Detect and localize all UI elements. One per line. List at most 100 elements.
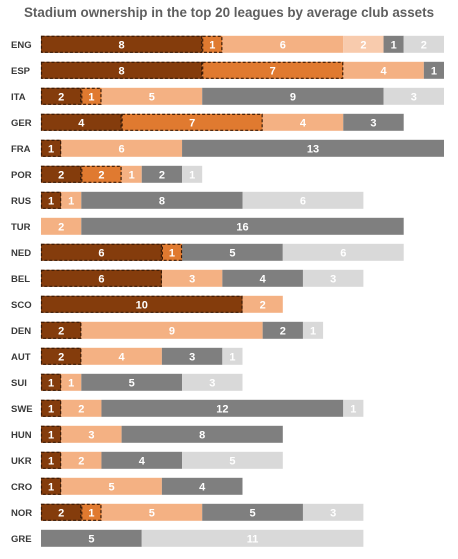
bar-segment — [81, 347, 162, 365]
bar-segment — [41, 425, 62, 443]
data-label: 5 — [229, 455, 235, 467]
bar-segment — [343, 399, 364, 417]
bar-segment — [61, 451, 102, 469]
bar-segment — [242, 191, 364, 209]
data-label: 9 — [290, 91, 296, 103]
category-label: SCO — [11, 300, 32, 311]
bar-segment — [302, 321, 324, 339]
data-label: 4 — [78, 117, 85, 129]
data-label: 1 — [391, 39, 397, 51]
data-label: 3 — [330, 273, 336, 285]
data-label: 3 — [88, 429, 94, 441]
dashed-outline — [202, 61, 344, 79]
data-label: 2 — [280, 325, 286, 337]
bar-segment — [41, 61, 203, 79]
bar-segment — [41, 113, 122, 131]
data-label: 2 — [78, 455, 84, 467]
bar-segment — [182, 243, 283, 261]
data-label: 1 — [88, 91, 94, 103]
data-label: 2 — [58, 507, 64, 519]
data-label: 1 — [189, 169, 195, 181]
bar-segment — [202, 35, 223, 53]
data-label: 1 — [431, 65, 437, 77]
category-label: BEL — [11, 274, 30, 285]
bar-segment — [81, 217, 404, 235]
category-label: NED — [11, 248, 31, 259]
bar-segment — [41, 243, 162, 261]
bar-segment — [81, 503, 102, 521]
bar-segment — [101, 87, 203, 105]
data-label: 3 — [189, 351, 195, 363]
category-label: HUN — [11, 430, 32, 441]
bar-segment — [141, 529, 364, 547]
bar-segment — [41, 217, 82, 235]
dashed-outline — [40, 269, 163, 287]
data-label: 8 — [159, 195, 165, 207]
data-label: 4 — [139, 455, 146, 467]
data-label: 1 — [48, 377, 54, 389]
bar-segment — [101, 399, 344, 417]
data-label: 1 — [88, 507, 94, 519]
category-label: FRA — [11, 144, 31, 155]
dashed-outline — [40, 347, 82, 365]
data-label: 1 — [48, 455, 54, 467]
bar-segment — [61, 425, 122, 443]
data-label: 1 — [350, 403, 356, 415]
data-label: 1 — [48, 429, 54, 441]
bar-segment — [61, 139, 183, 157]
data-label: 1 — [169, 247, 175, 259]
bar-segment — [182, 139, 445, 157]
data-label: 12 — [216, 403, 228, 415]
bar-segment — [61, 477, 162, 495]
data-label: 5 — [149, 507, 155, 519]
bar-segment — [202, 87, 384, 105]
data-label: 2 — [58, 91, 64, 103]
dashed-outline — [40, 113, 122, 131]
data-label: 1 — [310, 325, 316, 337]
bar-segment — [403, 35, 444, 53]
data-label: 11 — [247, 533, 259, 545]
chart-title: Stadium ownership in the top 20 leagues … — [23, 5, 435, 20]
dashed-outline — [40, 61, 203, 79]
dashed-outline — [81, 165, 122, 183]
data-label: 4 — [300, 117, 307, 129]
data-label: 7 — [189, 117, 195, 129]
bar-segment — [161, 243, 183, 261]
category-label: POR — [11, 170, 32, 181]
data-label: 4 — [380, 65, 387, 77]
data-label: 6 — [340, 247, 346, 259]
bar-segment — [41, 399, 62, 417]
bar-segment — [282, 243, 404, 261]
data-label: 7 — [270, 65, 276, 77]
bar-segment — [383, 35, 404, 53]
data-label: 9 — [169, 325, 175, 337]
bar-segment — [61, 191, 82, 209]
data-label: 3 — [189, 273, 195, 285]
bar-segment — [41, 35, 203, 53]
data-label: 5 — [108, 481, 114, 493]
category-label: NOR — [11, 508, 32, 519]
dashed-outline — [202, 35, 223, 53]
data-label: 2 — [98, 169, 104, 181]
bar-segment — [302, 503, 364, 521]
dashed-outline — [40, 295, 243, 313]
bar-segment — [202, 61, 344, 79]
category-label: ITA — [11, 92, 26, 103]
data-label: 2 — [58, 221, 64, 233]
bar-segment — [41, 269, 162, 287]
category-label: RUS — [11, 196, 31, 207]
data-label: 2 — [58, 169, 64, 181]
bar-segment — [41, 373, 62, 391]
bar-segment — [81, 165, 122, 183]
category-label: CRO — [11, 482, 32, 493]
data-label: 6 — [98, 247, 104, 259]
data-label: 10 — [136, 299, 148, 311]
bar-segment — [41, 477, 62, 495]
bar-segment — [242, 295, 283, 313]
data-label: 6 — [98, 273, 104, 285]
category-label: UKR — [11, 456, 32, 467]
dashed-outline — [40, 35, 203, 53]
bar-segment — [423, 61, 444, 79]
